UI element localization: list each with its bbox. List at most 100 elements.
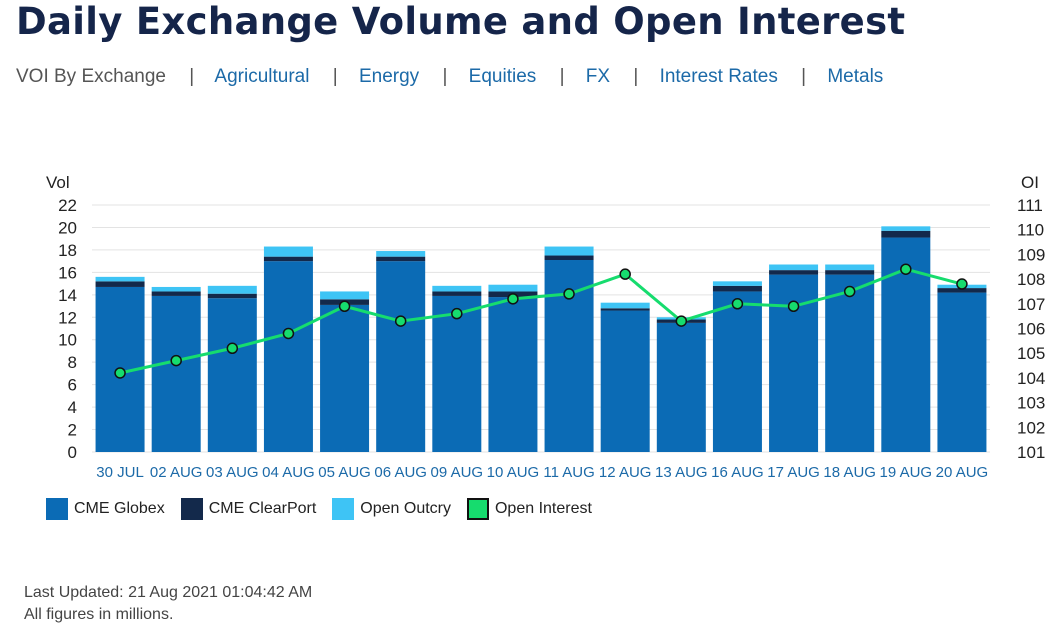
open-interest-point-14	[900, 263, 912, 275]
bar-open-outcry-13	[825, 264, 875, 271]
open-interest-point-2	[226, 342, 239, 355]
nav-link-agricultural[interactable]: Agricultural	[214, 66, 310, 87]
units-note: All figures in millions.	[24, 606, 174, 623]
bar-cme-clearport-11	[712, 285, 762, 292]
nav-item-voi-by-exchange: VOI By Exchange	[16, 66, 166, 87]
nav-separator: |	[633, 66, 639, 87]
bar-cme-globex-2	[207, 298, 257, 452]
y2-tick-label: 108	[1017, 270, 1045, 289]
bar-cme-globex-13	[825, 274, 875, 452]
bar-cme-globex-4	[320, 304, 370, 452]
nav-separator: |	[332, 66, 338, 87]
y-tick-label: 0	[68, 443, 77, 462]
open-interest-point-0	[114, 367, 126, 379]
bar-cme-globex-1	[151, 295, 201, 452]
open-interest-point-8	[563, 288, 575, 300]
bar-open-outcry-9	[600, 302, 650, 309]
y-tick-label: 16	[58, 263, 77, 282]
open-interest-line	[119, 267, 963, 375]
open-interest-point-1	[170, 354, 182, 367]
open-interest-point-4	[338, 300, 351, 313]
x-tick-label: 02 AUG	[150, 464, 203, 481]
chart-footer: Last Updated: 21 Aug 2021 01:04:42 AM Al…	[24, 582, 312, 626]
y2-tick-label: 101	[1017, 443, 1045, 462]
bar-open-outcry-5	[376, 251, 426, 257]
x-tick-label: 17 AUG	[767, 464, 820, 481]
legend-swatch-cme-globex	[46, 498, 68, 520]
y-tick-label: 2	[68, 421, 77, 440]
open-interest-point-3	[282, 327, 295, 340]
open-interest-point-9	[619, 268, 631, 280]
bar-open-outcry-11	[712, 281, 762, 286]
nav-link-equities[interactable]: Equities	[468, 66, 537, 87]
bar-cme-clearport-0	[95, 281, 145, 287]
y-tick-label: 18	[58, 241, 77, 260]
legend-item-cme-clearport[interactable]: CME ClearPort	[180, 498, 317, 520]
x-tick-label: 18 AUG	[823, 464, 876, 481]
nav-link-energy[interactable]: Energy	[358, 66, 420, 87]
bar-cme-globex-7	[488, 297, 538, 452]
nav-link-fx[interactable]: FX	[585, 66, 611, 87]
bar-cme-clearport-2	[207, 293, 257, 299]
bar-cme-clearport-6	[432, 291, 482, 296]
legend-label: CME ClearPort	[208, 500, 317, 517]
y-tick-label: 6	[68, 376, 77, 395]
last-updated: Last Updated: 21 Aug 2021 01:04:42 AM	[24, 584, 313, 601]
x-tick-label: 04 AUG	[262, 464, 315, 481]
bar-open-outcry-3	[263, 246, 313, 257]
bar-cme-globex-5	[376, 261, 426, 452]
nav-separator: |	[189, 66, 195, 87]
open-interest-point-13	[843, 285, 856, 298]
open-interest-point-7	[507, 293, 519, 305]
x-tick-label: 09 AUG	[431, 464, 484, 481]
nav-separator: |	[559, 66, 565, 87]
bar-open-outcry-12	[769, 264, 819, 271]
y2-tick-label: 103	[1017, 394, 1045, 413]
bar-cme-globex-6	[432, 295, 482, 452]
x-tick-label: 06 AUG	[374, 464, 427, 481]
x-tick-label: 19 AUG	[880, 464, 933, 481]
category-nav: VOI By Exchange | Agricultural | Energy …	[16, 66, 883, 88]
legend-swatch-open-interest	[466, 498, 489, 520]
y2-tick-label: 107	[1017, 295, 1045, 314]
y2-tick-label: 104	[1017, 369, 1045, 388]
bar-cme-clearport-1	[151, 291, 201, 296]
nav-link-interest-rates[interactable]: Interest Rates	[659, 66, 778, 87]
open-interest-point-11	[731, 298, 744, 310]
legend-item-cme-globex[interactable]: CME Globex	[46, 498, 165, 520]
legend-label: CME Globex	[74, 500, 165, 517]
legend-swatch-open-outcry	[332, 498, 355, 520]
y-tick-label: 4	[68, 398, 77, 417]
legend-item-open-outcry[interactable]: Open Outcry	[332, 498, 451, 520]
x-tick-label: 16 AUG	[711, 464, 764, 481]
legend-label: Open Interest	[494, 500, 592, 517]
bar-open-outcry-4	[320, 291, 370, 300]
open-interest-point-15	[956, 278, 968, 290]
x-tick-label: 05 AUG	[318, 464, 371, 481]
open-interest-point-12	[787, 300, 800, 313]
bar-open-outcry-8	[544, 246, 594, 256]
bar-cme-globex-11	[712, 291, 762, 452]
x-tick-label: 10 AUG	[487, 464, 540, 481]
legend-item-open-interest[interactable]: Open Interest	[466, 498, 592, 520]
y2-tick-label: 105	[1017, 344, 1045, 363]
bar-cme-clearport-3	[263, 256, 313, 262]
y-axis-label: Vol	[46, 173, 70, 192]
nav-separator: |	[442, 66, 448, 87]
y2-tick-label: 102	[1017, 418, 1045, 437]
y-tick-label: 8	[68, 353, 77, 372]
y-tick-label: 22	[58, 196, 77, 215]
y-tick-label: 10	[58, 331, 77, 350]
x-tick-label: 12 AUG	[599, 464, 652, 481]
x-tick-label: 13 AUG	[655, 464, 708, 481]
volume-oi-chart: 0 2 4 6 8 10 12 14 16 18 20 22 101 102 103 104 105 106 107…	[46, 173, 1045, 481]
x-tick-label: 20 AUG	[936, 464, 989, 481]
x-tick-label: 30 JUL	[96, 464, 144, 481]
nav-separator: |	[801, 66, 807, 87]
page-title: Daily Exchange Volume and Open Interest	[16, 0, 906, 43]
bar-open-outcry-6	[432, 285, 482, 292]
y-tick-label: 14	[58, 286, 77, 305]
bar-cme-clearport-13	[825, 270, 875, 275]
bar-cme-clearport-8	[544, 255, 594, 261]
nav-link-metals[interactable]: Metals	[827, 66, 884, 87]
